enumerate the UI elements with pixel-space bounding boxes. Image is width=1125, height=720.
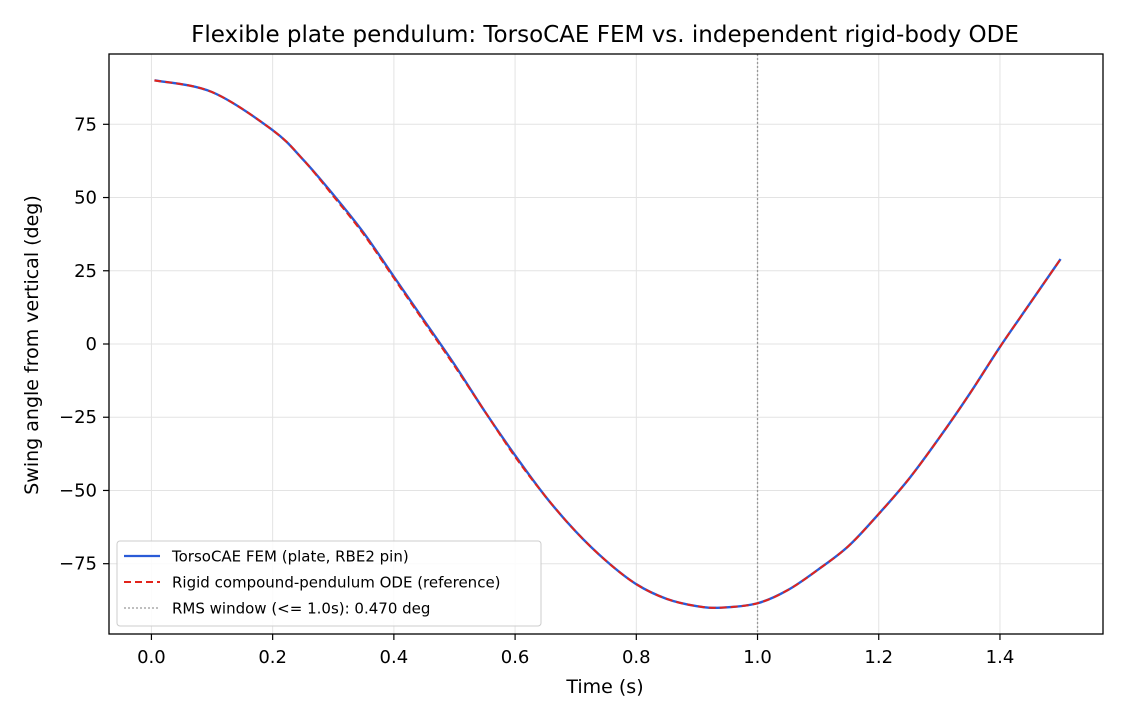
x-tick-label: 0.6	[501, 647, 530, 668]
y-tick-label: 0	[86, 334, 97, 355]
legend-label-ode: Rigid compound-pendulum ODE (reference)	[172, 574, 501, 592]
x-tick-label: 0.0	[137, 647, 166, 668]
series-layer	[154, 79, 1062, 610]
legend-label-rms-window: RMS window (<= 1.0s): 0.470 deg	[172, 600, 430, 618]
y-tick-label: 50	[74, 188, 97, 209]
y-tick-label: 25	[74, 261, 97, 282]
y-tick-label: −50	[59, 480, 97, 501]
x-tick-label: 1.0	[743, 647, 772, 668]
x-tick-label: 1.4	[986, 647, 1015, 668]
legend: TorsoCAE FEM (plate, RBE2 pin) Rigid com…	[116, 540, 542, 627]
y-axis-label: Swing angle from vertical (deg)	[21, 195, 43, 495]
legend-label-fem: TorsoCAE FEM (plate, RBE2 pin)	[171, 548, 409, 566]
series-line-ode	[154, 79, 1062, 609]
y-tick-label: −75	[59, 554, 97, 575]
x-tick-label: 0.8	[622, 647, 651, 668]
y-tick-label: 75	[74, 114, 97, 135]
x-axis-label: Time (s)	[565, 676, 643, 698]
x-tick-label: 0.2	[258, 647, 287, 668]
chart-title: Flexible plate pendulum: TorsoCAE FEM vs…	[191, 22, 1019, 48]
legend-box	[116, 540, 542, 627]
y-tick-label: −25	[59, 407, 97, 428]
x-tick-label: 0.4	[380, 647, 409, 668]
x-tick-label: 1.2	[864, 647, 893, 668]
tick-layer: 0.0 0.2 0.4 0.6 0.8 1.0 1.2 1.4 −75 −50 −25 0 25 50 75	[59, 114, 1014, 668]
